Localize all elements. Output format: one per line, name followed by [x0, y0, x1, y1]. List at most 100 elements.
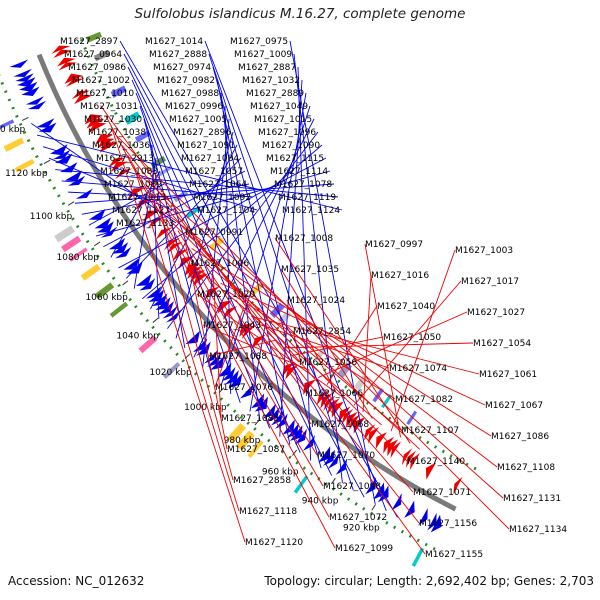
reverse-gene-arrow — [425, 462, 437, 480]
gene-label: M1627_1035 — [281, 265, 339, 275]
leader-line — [145, 183, 414, 493]
leader-line — [326, 305, 378, 385]
gene-label: M1627_1017 — [461, 277, 519, 287]
gene-label: M1627_1049 — [250, 102, 308, 112]
reverse-gene-arrow — [353, 417, 366, 434]
reverse-gene-arrow — [338, 406, 351, 423]
gene-label: M1627_1032 — [242, 76, 300, 86]
feature-block — [54, 225, 76, 243]
gene-label: M1627_1014 — [145, 37, 203, 47]
leader-line — [123, 53, 365, 498]
tick-mark — [292, 449, 298, 456]
gene-label: M1627_1043 — [203, 321, 261, 331]
leader-line — [208, 53, 354, 491]
leader-line — [127, 154, 330, 518]
gene-label: M1627_1107 — [401, 426, 459, 436]
reverse-gene-arrow — [84, 114, 103, 125]
gene-label: M1627_1040 — [377, 302, 435, 312]
gene-label: M1627_1078 — [274, 180, 332, 190]
gene-label: M1627_1057 — [185, 167, 243, 177]
gene-label: M1627_1084 — [181, 154, 239, 164]
gene-label: M1627_1124 — [282, 206, 340, 216]
gene-label: M1627_2854 — [293, 327, 351, 337]
gene-label: M1627_1071 — [413, 488, 471, 498]
gene-label: M1627_2889 — [246, 89, 304, 99]
leader-line — [184, 239, 228, 450]
gene-label: M1627_1070 — [317, 451, 375, 461]
leader-line — [280, 268, 373, 419]
gene-label: M1627_1002 — [72, 76, 130, 86]
feature-block — [80, 263, 101, 281]
gene-label: M1627_1098 — [323, 482, 381, 492]
gene-label: M1627_1030 — [84, 115, 142, 125]
leader-line — [212, 274, 222, 419]
reverse-gene-arrow — [405, 450, 417, 468]
leader-line — [177, 230, 318, 456]
leader-line — [125, 157, 242, 279]
leader-line — [133, 164, 240, 512]
forward-gene-arrow — [15, 73, 34, 82]
reverse-gene-arrow — [66, 78, 85, 87]
reverse-gene-arrow — [135, 198, 152, 210]
gene-label: M1627_1066 — [305, 389, 363, 399]
reverse-gene-arrow — [108, 157, 126, 168]
forward-gene-arrow — [391, 493, 402, 511]
gene-label: M1627_1114 — [270, 167, 328, 177]
gene-label: M1627_1096 — [258, 128, 316, 138]
tick-mark — [371, 504, 376, 511]
gene-label: M1627_1068 — [311, 420, 369, 430]
forward-gene-arrow — [327, 452, 340, 470]
gene-label: M1627_0988 — [161, 89, 219, 99]
leader-line — [100, 105, 426, 555]
reverse-gene-arrow — [64, 73, 83, 84]
gene-label: M1627_2897 — [60, 37, 118, 47]
feature-block — [109, 301, 129, 318]
leader-line — [131, 79, 301, 453]
gene-label: M1627_2858 — [233, 476, 291, 486]
forward-gene-arrow — [148, 289, 165, 302]
gene-label: M1627_1061 — [479, 370, 537, 380]
gene-label: M1627_1027 — [467, 308, 525, 318]
gene-label: M1627_1113 — [108, 193, 166, 203]
feature-block — [138, 335, 158, 354]
feature-block — [227, 422, 247, 444]
forward-gene-arrow — [111, 242, 129, 254]
leader-line — [103, 170, 246, 248]
tick-mark — [254, 419, 260, 426]
feature-block — [406, 410, 418, 426]
forward-gene-arrow — [145, 286, 162, 299]
backbone-arc — [36, 53, 457, 512]
tick-label: 1140 kbp — [0, 125, 26, 135]
reverse-gene-arrow — [58, 62, 78, 71]
leader-line — [74, 183, 335, 204]
accession-label: Accession: NC_012632 — [8, 574, 145, 588]
reverse-gene-arrow — [71, 90, 90, 100]
feature-block — [236, 430, 255, 451]
forward-gene-arrow — [108, 237, 126, 250]
forward-gene-arrow — [88, 208, 106, 220]
feature-block — [61, 235, 82, 253]
tick-mark — [122, 280, 129, 286]
leader-line — [279, 79, 303, 437]
forward-gene-arrow — [335, 458, 348, 475]
gene-label: M1627_1074 — [389, 364, 447, 374]
forward-gene-arrow — [135, 273, 152, 286]
feature-block — [0, 119, 15, 130]
leader-line — [283, 342, 474, 349]
leader-line — [110, 125, 246, 543]
gene-label: M1627_1064 — [189, 180, 247, 190]
gene-label: M1627_0982 — [157, 76, 215, 86]
leader-line — [119, 40, 398, 518]
tick-mark — [43, 159, 51, 164]
leader-line — [118, 157, 327, 269]
gene-label: M1627_1067 — [485, 401, 543, 411]
gene-label: M1627_1088 — [209, 352, 267, 362]
reverse-gene-arrow — [453, 476, 463, 495]
gene-label: M1627_1005 — [169, 115, 227, 125]
reverse-gene-arrow — [320, 392, 333, 409]
gene-label: M1627_1036 — [92, 141, 150, 151]
gene-label: M1627_2887 — [238, 63, 296, 73]
reverse-gene-arrow — [375, 432, 387, 449]
leader-line — [220, 282, 486, 406]
